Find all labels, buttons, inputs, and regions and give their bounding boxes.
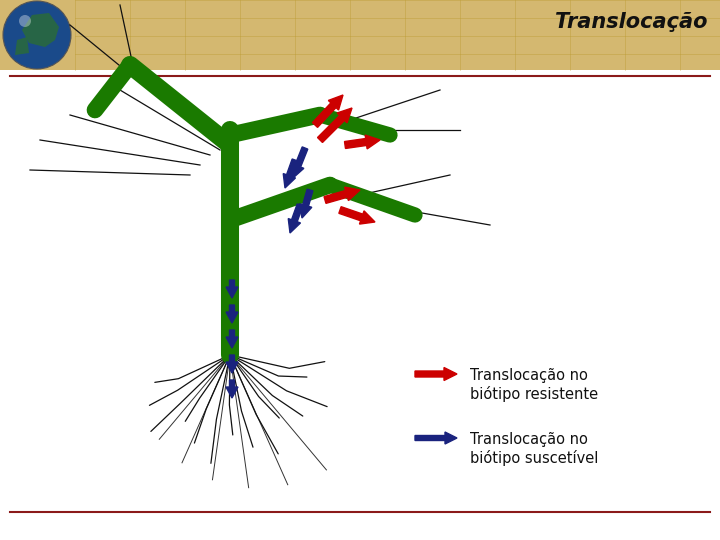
Bar [0,0,720,70]
FancyArrow shape [344,135,380,149]
FancyArrow shape [415,432,457,444]
Circle shape [3,1,71,69]
FancyArrow shape [300,189,313,218]
FancyArrow shape [324,187,360,204]
FancyArrow shape [292,147,307,178]
FancyArrow shape [226,380,238,398]
FancyArrow shape [312,95,343,127]
FancyArrow shape [226,355,238,373]
FancyArrow shape [226,330,238,348]
FancyArrow shape [415,368,457,381]
FancyArrow shape [288,204,303,233]
FancyArrow shape [339,207,375,224]
FancyArrow shape [226,280,238,298]
Circle shape [19,15,31,27]
Text: Translocação no
biótipo resistente: Translocação no biótipo resistente [470,368,598,402]
FancyArrow shape [226,305,238,323]
Polygon shape [15,37,29,55]
FancyArrow shape [283,159,298,188]
Text: Translocação no
biótipo suscetível: Translocação no biótipo suscetível [470,432,598,465]
Text: Translocação: Translocação [556,12,708,32]
FancyArrow shape [318,108,352,143]
Polygon shape [22,13,59,47]
